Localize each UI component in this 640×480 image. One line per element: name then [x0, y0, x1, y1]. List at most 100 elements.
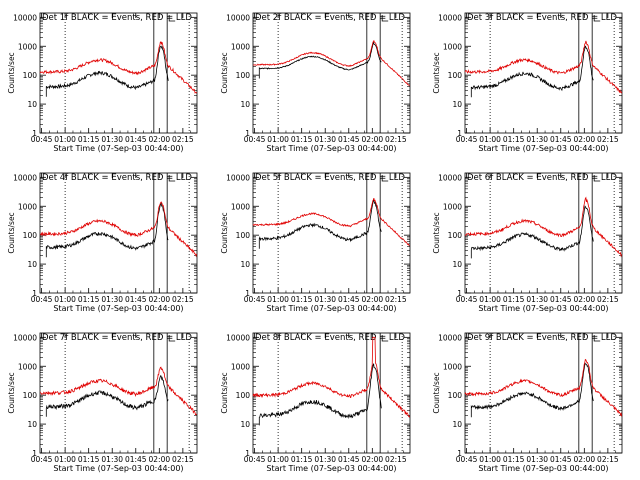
y-tick-label: 10	[452, 100, 462, 109]
y-tick-label: 10	[240, 100, 250, 109]
x-axis-label: Start Time (07-Sep-03 00:44:00)	[53, 464, 183, 473]
y-tick-label: 10000	[438, 333, 462, 342]
series-line-events	[258, 198, 382, 249]
x-tick-label: 01:15	[291, 135, 313, 144]
y-tick-label: 10	[27, 260, 37, 269]
series-line-lld	[39, 41, 197, 94]
y-axis-label: Counts/sec	[220, 372, 229, 413]
x-axis-label: Start Time (07-Sep-03 00:44:00)	[266, 464, 396, 473]
y-tick-label: 1000	[18, 202, 37, 211]
y-tick-label: 1000	[18, 42, 37, 51]
plot-frame	[39, 12, 198, 134]
series-line-lld	[252, 197, 410, 247]
bracket-mark	[381, 175, 389, 182]
plot-frame	[252, 172, 411, 294]
x-tick-label: 02:15	[597, 295, 619, 304]
x-tick-label: 02:15	[597, 135, 619, 144]
y-tick-label: 10000	[13, 333, 37, 342]
x-tick-label: 02:00	[149, 455, 171, 464]
y-tick-label: 100	[236, 231, 251, 240]
y-tick-label: 100	[23, 231, 38, 240]
x-tick-label: 02:00	[149, 135, 171, 144]
series-line-lld	[252, 336, 410, 418]
y-axis-label: Counts/sec	[7, 52, 16, 93]
y-tick-label: 10	[240, 420, 250, 429]
chart-title: Det 3f BLACK = Events, RED = LLD	[467, 13, 617, 23]
chart-panel-9: Det 9f BLACK = Events, RED = LLD 1 10 100 10…	[432, 332, 623, 473]
y-tick-label: 100	[23, 71, 38, 80]
x-tick-label: 01:30	[526, 295, 548, 304]
series-line-events	[45, 202, 169, 258]
y-axis-label: Counts/sec	[432, 372, 441, 413]
x-tick-label: 00:45	[31, 135, 53, 144]
x-tick-label: 00:45	[244, 135, 266, 144]
x-tick-label: 01:30	[314, 135, 336, 144]
x-tick-label: 02:15	[172, 135, 194, 144]
series-line-events	[470, 205, 594, 259]
x-tick-label: 01:00	[479, 135, 501, 144]
series-line-events	[470, 362, 594, 418]
x-tick-label: 01:00	[54, 135, 76, 144]
x-tick-label: 02:15	[385, 455, 407, 464]
y-axis-label: Counts/sec	[432, 52, 441, 93]
y-tick-label: 1	[32, 449, 37, 458]
x-tick-label: 01:45	[338, 455, 360, 464]
series-line-lld	[464, 196, 622, 258]
x-tick-label: 01:45	[338, 295, 360, 304]
chart-title: Det 1f BLACK = Events, RED = LLD	[42, 13, 192, 23]
x-tick-label: 02:15	[597, 455, 619, 464]
x-tick-label: 01:15	[291, 295, 313, 304]
x-tick-label: 01:15	[291, 455, 313, 464]
x-tick-label: 02:00	[574, 295, 596, 304]
bracket-mark	[168, 335, 176, 342]
series-line-lld	[464, 358, 622, 417]
chart-panel-4: Det 4f BLACK = Events, RED = LLD 1 10 100 10…	[7, 172, 198, 313]
x-tick-label: 01:15	[78, 135, 100, 144]
y-tick-label: 1	[457, 289, 462, 298]
chart-panel-5: Det 5f BLACK = Events, RED = LLD 1 10 100 10…	[220, 172, 411, 313]
x-axis-label: Start Time (07-Sep-03 00:44:00)	[53, 304, 183, 313]
y-tick-label: 100	[448, 391, 463, 400]
series-line-lld	[464, 40, 622, 94]
y-axis-label: Counts/sec	[7, 372, 16, 413]
x-tick-label: 02:15	[385, 135, 407, 144]
x-tick-label: 01:30	[101, 135, 123, 144]
x-tick-label: 01:00	[267, 455, 289, 464]
x-tick-label: 01:15	[78, 295, 100, 304]
bracket-mark	[593, 15, 601, 22]
x-tick-label: 01:30	[314, 455, 336, 464]
bracket-mark	[593, 335, 601, 342]
x-tick-label: 02:00	[362, 295, 384, 304]
chart-title: Det 4f BLACK = Events, RED = LLD	[42, 173, 192, 183]
y-tick-label: 10	[452, 420, 462, 429]
x-tick-label: 00:45	[31, 295, 53, 304]
y-tick-label: 10000	[438, 173, 462, 182]
y-tick-label: 1000	[443, 42, 462, 51]
y-tick-label: 10000	[226, 173, 250, 182]
x-axis-label: Start Time (07-Sep-03 00:44:00)	[266, 144, 396, 153]
x-tick-label: 01:30	[526, 135, 548, 144]
x-tick-label: 02:00	[362, 135, 384, 144]
chart-panel-3: Det 3f BLACK = Events, RED = LLD 1 10 100 10…	[432, 12, 623, 153]
x-tick-label: 01:15	[78, 455, 100, 464]
y-tick-label: 100	[236, 391, 251, 400]
y-tick-label: 1000	[231, 42, 250, 51]
x-tick-label: 02:15	[385, 295, 407, 304]
plot-frame	[39, 172, 198, 294]
y-axis-label: Counts/sec	[7, 212, 16, 253]
x-tick-label: 01:00	[54, 455, 76, 464]
y-tick-label: 1	[32, 289, 37, 298]
x-tick-label: 01:00	[267, 295, 289, 304]
y-tick-label: 1000	[18, 362, 37, 371]
y-tick-label: 1	[245, 289, 250, 298]
plot-frame	[464, 172, 623, 294]
bracket-mark	[168, 175, 176, 182]
y-tick-label: 10000	[226, 333, 250, 342]
x-tick-label: 01:30	[314, 295, 336, 304]
x-tick-label: 01:45	[125, 455, 147, 464]
y-axis-label: Counts/sec	[432, 212, 441, 253]
y-tick-label: 1	[245, 129, 250, 138]
chart-panel-8: Det 8f BLACK = Events, RED = LLD 1 10 100 10…	[220, 332, 411, 473]
chart-panel-1: Det 1f BLACK = Events, RED = LLD 1 10 100 10…	[7, 12, 198, 153]
x-tick-label: 01:30	[101, 295, 123, 304]
